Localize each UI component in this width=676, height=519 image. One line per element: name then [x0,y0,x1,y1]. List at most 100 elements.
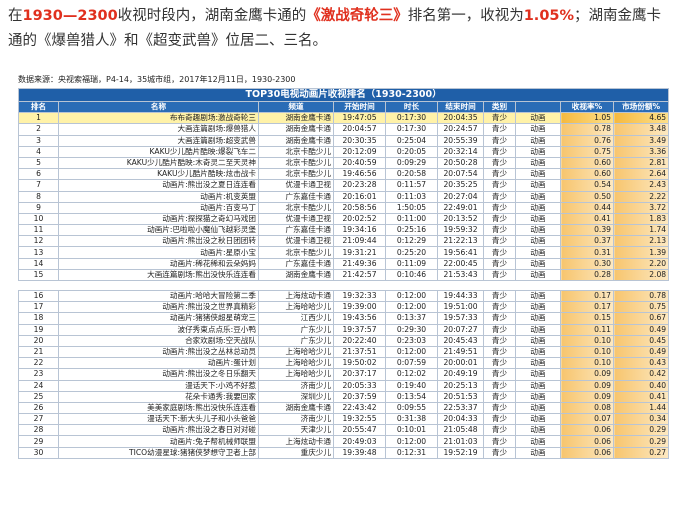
table-cell: 0:12:29 [385,235,438,248]
table-cell: 动画 [515,435,561,448]
header-cell: 结束时间 [437,100,484,114]
table-cell: 湖南金鹰卡通 [258,268,334,282]
table-cell: 青少 [483,156,516,170]
table-cell: 20:35:25 [437,179,484,192]
table-cell: 0:10:46 [385,268,438,282]
table-cell: 青少 [483,257,516,270]
table-cell: 动画片:猪猪侠超星萌宠三 [58,312,259,325]
table-cell: 动画 [515,446,561,459]
intro-text: 在 [8,8,23,24]
table-cell: 0:11:03 [385,190,438,203]
table-cell: 1.83 [612,212,670,226]
spacer-row [18,280,669,291]
table-cell: 波仔秀東点点乐:豆小鸭 [58,323,259,336]
table-cell: 0:20:58 [385,168,438,181]
table-cell: 动画片:星原小宝 [58,246,259,259]
table-cell: 青少 [483,446,516,459]
table-cell: 青少 [483,224,516,237]
table-cell: 1.74 [612,224,670,237]
table-cell: 动画 [515,390,561,403]
table-cell: 动画片:兔子帮机械师联盟 [58,435,259,448]
table-cell: 20:05:33 [333,379,386,392]
table-row: 12 动画片:熊出没之秋日团团转 优漫卡通卫视 21:09:44 0:12:29 21:2… [18,235,670,248]
table-cell: 0:17:30 [385,123,438,136]
table-cell: 0.41 [612,390,670,403]
table-cell: 济南少儿 [258,379,334,392]
table-cell: 布布奇趣剧场:激战奇轮三 [58,112,259,125]
table-cell: 6 [18,168,59,181]
table-cell: 0.43 [612,357,670,370]
table-cell: 0.78 [612,289,670,303]
table-cell: 20:04:33 [437,413,484,426]
table-cell: 9 [18,201,59,214]
table-cell: 20:32:14 [437,145,484,158]
table-cell: 上海炫动卡通 [258,435,334,448]
table-cell: 20:51:53 [437,390,484,403]
intro-text: ；湖南金鹰卡通的《爆兽猎人》和《超变武兽》位居二、三名。 [8,8,662,49]
table-row: 25 花朵卡通秀:我要回家 深圳少儿 20:37:59 0:13:54 20:51:53 青… [18,390,670,403]
table-cell: 江西少儿 [258,312,334,325]
table-row: 10 动画片:探探猫之奇幻马戏团 优漫卡通卫视 20:02:52 0:11:00 20:1… [18,212,670,226]
table-cell: 20:22:40 [333,334,386,347]
table-cell: 19:32:55 [333,413,386,426]
table-cell: 大画连篇剧场:超变武兽 [58,134,259,147]
table-cell: 20:24:57 [437,123,484,136]
table-cell: 2.13 [612,235,670,248]
table-cell: 0.49 [612,345,670,359]
table-cell: 21 [18,345,59,359]
table-cell: 美美家庭剧场:熊出没快乐连连看 [58,401,259,415]
table-cell: 青少 [483,179,516,192]
table-row: 20 合家欢剧场:空天战队 广东少儿 20:22:40 0:23:03 20:45:43 青… [18,334,670,347]
header-cell [515,100,561,114]
table-cell: 0:11:00 [385,212,438,226]
table-cell: 0.11 [560,323,614,336]
table-cell: 0:12:00 [385,301,438,314]
table-cell: 0:13:37 [385,312,438,325]
table-cell: 青少 [483,323,516,336]
header-cell: 类别 [483,100,516,114]
table-cell: 0.67 [612,312,670,325]
table-cell: 23 [18,368,59,381]
table-cell: 0.27 [612,446,670,459]
intro-text: 收视时段内，湖南金鹰卡通的 [117,8,307,24]
table-cell: 27 [18,413,59,426]
table-cell: 动画 [515,224,561,237]
table-cell: 30 [18,446,59,459]
title-row: TOP30电视动画片收视排名（1930-2300） [17,88,670,102]
table-cell: 青少 [483,345,516,359]
table-cell: 20:23:28 [333,179,386,192]
table-row: 24 漫话天下:小鸡不好惹 济南少儿 20:05:33 0:19:40 20:25:13 青… [18,379,670,392]
table-cell: 4.65 [612,112,670,125]
table-cell: 动画片:熊出没之世界真精彩 [58,301,259,314]
table-cell: 3 [18,134,59,147]
table-cell: 21:01:03 [437,435,484,448]
table-cell: 青少 [483,235,516,248]
table-cell: 上海哈哈少儿 [258,357,334,370]
table-cell: 21:05:48 [437,424,484,437]
table-cell: 28 [18,424,59,437]
table-cell: 4 [18,145,59,158]
table-cell: 0.06 [560,424,614,437]
table-cell: 19:51:00 [437,301,484,314]
table-cell: 动画 [515,145,561,158]
table-cell: 18 [18,312,59,325]
table-cell: 优漫卡通卫视 [258,235,334,248]
table-row: 22 动画片:蛋计划 上海哈哈少儿 19:50:02 0:07:59 20:00:01 青少… [18,357,670,370]
table-cell: 1.39 [612,246,670,259]
table-cell: 19 [18,323,59,336]
table-cell: 21:22:13 [437,235,484,248]
table-cell: 14 [18,257,59,270]
table-cell: 20:49:03 [333,435,386,448]
table-cell: 22:53:37 [437,401,484,415]
table-cell: 0.09 [560,368,614,381]
table-row: 17 动画片:熊出没之世界真精彩 上海哈哈少儿 19:39:00 0:12:00 19:5… [18,301,670,314]
table-cell: 1.05 [560,112,614,125]
table-cell: 0.44 [560,201,614,214]
table-cell: 0:12:00 [385,289,438,303]
table-cell: 动画 [515,413,561,426]
table-row: 5 KAKU少儿酷片酷映:木奇灵二至天灵神 北京卡酷少儿 20:40:59 0:09:2… [18,156,670,170]
table-cell: 动画片:熊出没之夏日连连看 [58,179,259,192]
table-cell: 0:12:00 [385,345,438,359]
header-cell: 名称 [58,100,259,114]
